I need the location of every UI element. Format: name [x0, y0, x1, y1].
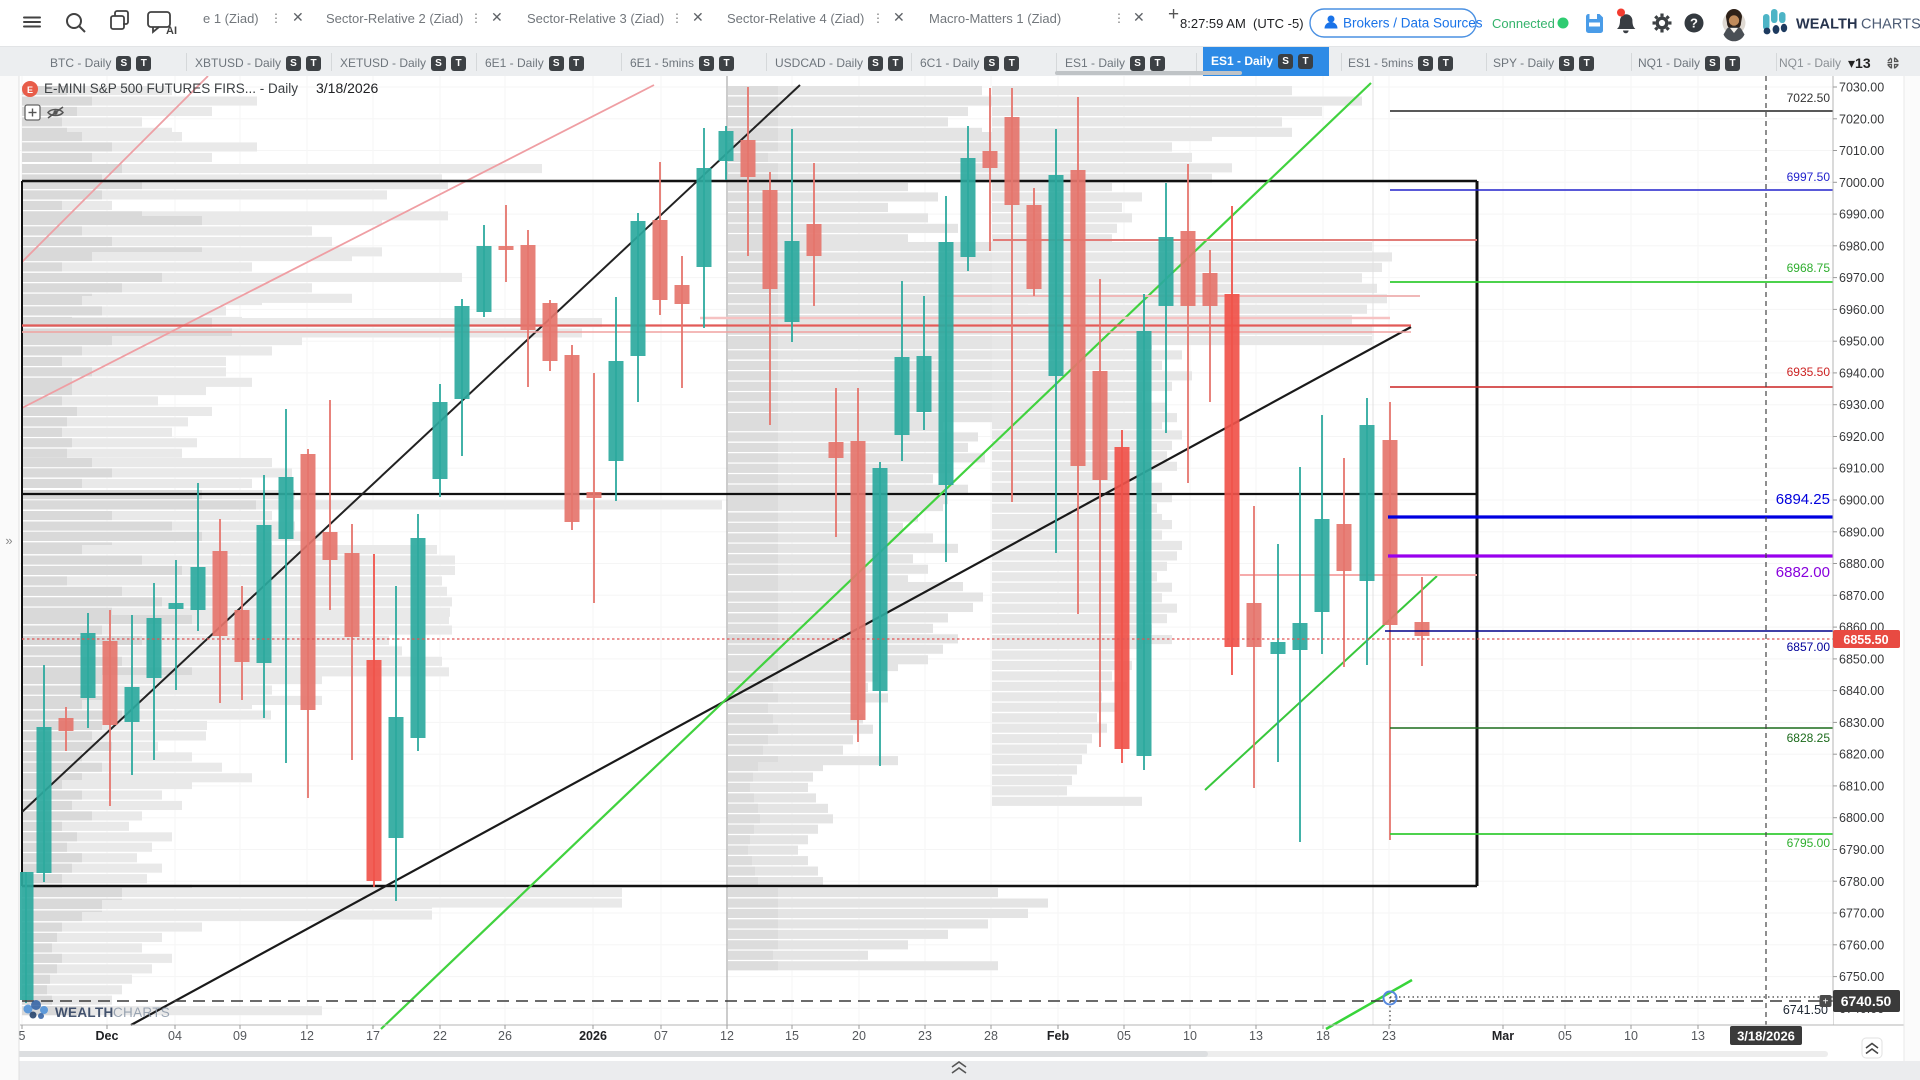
svg-text:18: 18	[1316, 1029, 1330, 1043]
svg-text:22: 22	[433, 1029, 447, 1043]
svg-text:6940.00: 6940.00	[1839, 366, 1884, 380]
svg-text:6930.00: 6930.00	[1839, 398, 1884, 412]
svg-text:7030.00: 7030.00	[1839, 81, 1884, 95]
svg-text:6910.00: 6910.00	[1839, 462, 1884, 476]
svg-text:6990.00: 6990.00	[1839, 208, 1884, 222]
svg-text:6828.25: 6828.25	[1787, 731, 1831, 745]
svg-text:13: 13	[1249, 1029, 1263, 1043]
svg-text:6820.00: 6820.00	[1839, 748, 1884, 762]
svg-text:6935.50: 6935.50	[1787, 365, 1831, 379]
svg-text:6770.00: 6770.00	[1839, 907, 1884, 921]
svg-text:WEALTH: WEALTH	[1796, 17, 1858, 33]
svg-text:2026: 2026	[579, 1029, 607, 1043]
svg-text:6741.50: 6741.50	[1783, 1003, 1828, 1017]
svg-text:05: 05	[1558, 1029, 1572, 1043]
svg-text:15: 15	[785, 1029, 799, 1043]
svg-text:WEALTH: WEALTH	[55, 1005, 114, 1020]
svg-text:05: 05	[1117, 1029, 1131, 1043]
svg-text:3/18/2026: 3/18/2026	[1737, 1029, 1795, 1044]
svg-text:6880.00: 6880.00	[1839, 557, 1884, 571]
svg-text:7010.00: 7010.00	[1839, 144, 1884, 158]
svg-text:7022.50: 7022.50	[1787, 91, 1831, 105]
svg-text:6960.00: 6960.00	[1839, 303, 1884, 317]
svg-text:6857.00: 6857.00	[1787, 640, 1831, 654]
svg-text:Brokers / Data Sources: Brokers / Data Sources	[1343, 16, 1483, 31]
svg-text:10: 10	[1624, 1029, 1638, 1043]
svg-text:?: ?	[1690, 16, 1698, 31]
svg-text:AI: AI	[166, 25, 177, 37]
svg-text:6890.00: 6890.00	[1839, 525, 1884, 539]
svg-text:6950.00: 6950.00	[1839, 335, 1884, 349]
svg-text:04: 04	[168, 1029, 182, 1043]
svg-text:Feb: Feb	[1047, 1029, 1070, 1043]
svg-text:6840.00: 6840.00	[1839, 684, 1884, 698]
svg-text:Dec: Dec	[96, 1029, 119, 1043]
svg-text:6920.00: 6920.00	[1839, 430, 1884, 444]
svg-text:07: 07	[654, 1029, 668, 1043]
svg-text:6830.00: 6830.00	[1839, 716, 1884, 730]
svg-text:E-MINI S&P 500 FUTURES FIRS...: E-MINI S&P 500 FUTURES FIRS... - Daily	[44, 81, 298, 96]
svg-text:23: 23	[918, 1029, 932, 1043]
svg-text:6760.00: 6760.00	[1839, 938, 1884, 952]
svg-text:6810.00: 6810.00	[1839, 779, 1884, 793]
svg-text:E: E	[27, 85, 33, 95]
svg-text:17: 17	[366, 1029, 380, 1043]
svg-text:6968.75: 6968.75	[1787, 261, 1831, 275]
svg-text:23: 23	[1382, 1029, 1396, 1043]
svg-text:Connected: Connected	[1492, 16, 1555, 31]
svg-text:6980.00: 6980.00	[1839, 239, 1884, 253]
svg-text:CHARTS: CHARTS	[113, 1005, 170, 1020]
svg-text:09: 09	[233, 1029, 247, 1043]
svg-text:5: 5	[19, 1029, 26, 1043]
svg-text:7020.00: 7020.00	[1839, 112, 1884, 126]
svg-text:+: +	[1823, 997, 1829, 1008]
svg-text:13: 13	[1691, 1029, 1705, 1043]
svg-text:Mar: Mar	[1492, 1029, 1514, 1043]
svg-text:6790.00: 6790.00	[1839, 843, 1884, 857]
svg-text:6850.00: 6850.00	[1839, 652, 1884, 666]
svg-text:26: 26	[498, 1029, 512, 1043]
svg-text:7000.00: 7000.00	[1839, 176, 1884, 190]
svg-text:6900.00: 6900.00	[1839, 494, 1884, 508]
svg-text:8:27:59 AM (UTC -5): 8:27:59 AM (UTC -5)	[1180, 16, 1304, 31]
svg-text:6997.50: 6997.50	[1787, 170, 1831, 184]
svg-text:12: 12	[720, 1029, 734, 1043]
svg-text:3/18/2026: 3/18/2026	[316, 80, 378, 96]
svg-text:6740.50: 6740.50	[1841, 993, 1892, 1009]
svg-text:6970.00: 6970.00	[1839, 271, 1884, 285]
svg-text:28: 28	[984, 1029, 998, 1043]
svg-text:10: 10	[1183, 1029, 1197, 1043]
svg-text:6855.50: 6855.50	[1843, 633, 1888, 647]
svg-text:»: »	[5, 533, 12, 548]
svg-text:6894.25: 6894.25	[1776, 491, 1830, 508]
svg-text:20: 20	[852, 1029, 866, 1043]
svg-text:6870.00: 6870.00	[1839, 589, 1884, 603]
svg-text:6800.00: 6800.00	[1839, 811, 1884, 825]
svg-text:12: 12	[300, 1029, 314, 1043]
svg-text:CHARTS: CHARTS	[1861, 17, 1920, 33]
svg-text:6750.00: 6750.00	[1839, 970, 1884, 984]
svg-text:6795.00: 6795.00	[1787, 836, 1831, 850]
svg-text:6882.00: 6882.00	[1776, 564, 1830, 581]
svg-text:6780.00: 6780.00	[1839, 875, 1884, 889]
